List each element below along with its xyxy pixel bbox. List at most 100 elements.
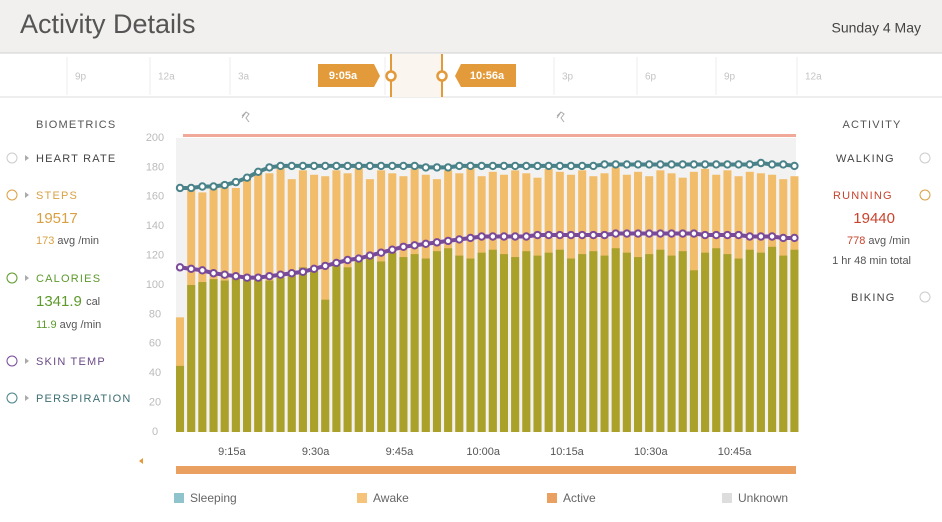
line-point: [276, 161, 285, 171]
toggle[interactable]: [919, 189, 931, 201]
line-point: [555, 230, 565, 240]
y-tick-label: 120: [146, 250, 164, 262]
timeline-label: 9p: [724, 72, 736, 83]
heart-rate-item[interactable]: HEART RATE: [6, 152, 116, 165]
toggle[interactable]: [6, 355, 18, 367]
running-total: 19440: [853, 210, 895, 227]
skin-temp-item[interactable]: SKIN TEMP: [6, 355, 106, 368]
timeline-label: 12a: [805, 72, 822, 83]
avg-value: 173: [36, 235, 54, 247]
line-point: [544, 161, 553, 171]
steps-label: STEPS: [36, 190, 78, 202]
toggle[interactable]: [6, 189, 18, 201]
bar: [477, 252, 486, 432]
line-point: [700, 230, 710, 240]
bar: [198, 282, 207, 432]
bar: [466, 258, 475, 432]
line-point: [388, 245, 397, 254]
line-point: [231, 271, 241, 281]
bar: [377, 261, 386, 432]
line-point: [533, 230, 542, 240]
bar: [566, 258, 576, 432]
bar: [410, 254, 419, 432]
line-point: [466, 233, 475, 243]
toggle[interactable]: [6, 392, 18, 404]
line-point: [399, 161, 408, 171]
line-point: [432, 238, 442, 247]
line-point: [700, 160, 710, 169]
bar: [298, 267, 307, 432]
line-point: [388, 161, 397, 171]
line-point: [600, 160, 609, 169]
x-tick-label: 10:45a: [718, 446, 753, 458]
line-point: [633, 160, 643, 169]
arrow: [25, 275, 29, 281]
toggle[interactable]: [919, 152, 931, 164]
line-point: [745, 160, 754, 169]
line-point: [354, 254, 363, 263]
total-unit: cal: [86, 296, 100, 308]
date: Sunday 4 May: [832, 20, 922, 36]
line-point: [745, 232, 754, 241]
line-point: [756, 158, 766, 168]
arrow: [25, 395, 29, 401]
line-point: [510, 161, 520, 171]
legend-swatch: [357, 493, 367, 503]
steps-item[interactable]: STEPS 19517 173 avg /min: [6, 189, 99, 247]
bar: [723, 254, 732, 432]
bar: [667, 255, 676, 432]
calories-item[interactable]: CALORIES 1341.9 cal 11.9 avg /min: [6, 272, 101, 331]
bar: [745, 249, 754, 432]
line-point: [589, 161, 598, 171]
line-point: [522, 232, 531, 241]
x-tick-label: 9:15a: [218, 446, 246, 458]
total-value: 1341.9: [36, 293, 82, 310]
toggle[interactable]: [919, 291, 931, 303]
line-point: [499, 232, 509, 241]
run-icon: [556, 111, 565, 123]
line-point: [410, 161, 419, 171]
perspiration-item[interactable]: PERSPIRATION: [6, 392, 132, 405]
steps-total: 19517: [36, 210, 78, 227]
line-point: [421, 163, 430, 172]
bar: [488, 249, 497, 432]
line-point: [209, 269, 218, 278]
line-point: [175, 183, 185, 193]
line-point: [376, 248, 386, 257]
legend-label: Sleeping: [190, 491, 237, 505]
header-bar: [0, 0, 942, 53]
line-point: [779, 233, 788, 243]
toggle[interactable]: [6, 272, 18, 284]
line-point: [466, 161, 475, 171]
x-tick-label: 10:15a: [550, 446, 585, 458]
line-point: [265, 163, 274, 172]
bar: [779, 255, 788, 432]
bar: [756, 252, 765, 432]
bar: [768, 246, 777, 432]
biking-label: BIKING: [851, 292, 896, 304]
running-item[interactable]: RUNNING 19440 778 avg /min 1 hr 48 min t…: [832, 189, 931, 267]
line-point: [365, 251, 375, 260]
line-point: [220, 270, 229, 279]
arrow: [25, 192, 29, 198]
legend-label: Active: [563, 491, 596, 505]
arrow: [25, 155, 29, 161]
line-point: [767, 232, 777, 241]
bar: [343, 267, 352, 432]
arrow: [25, 358, 29, 364]
line-point: [656, 160, 665, 169]
line-point: [242, 173, 252, 182]
biking-item[interactable]: BIKING: [851, 291, 931, 304]
y-tick-label: 20: [149, 397, 161, 409]
line-point: [421, 239, 430, 249]
toggle[interactable]: [6, 152, 18, 164]
bar: [254, 276, 263, 432]
bar: [287, 273, 296, 432]
bar: [589, 251, 598, 432]
bar: [399, 257, 408, 432]
legend-swatch: [174, 493, 184, 503]
steps-avg: 173 avg /min: [36, 235, 99, 247]
bar: [734, 258, 743, 432]
walking-item[interactable]: WALKING: [836, 152, 931, 165]
